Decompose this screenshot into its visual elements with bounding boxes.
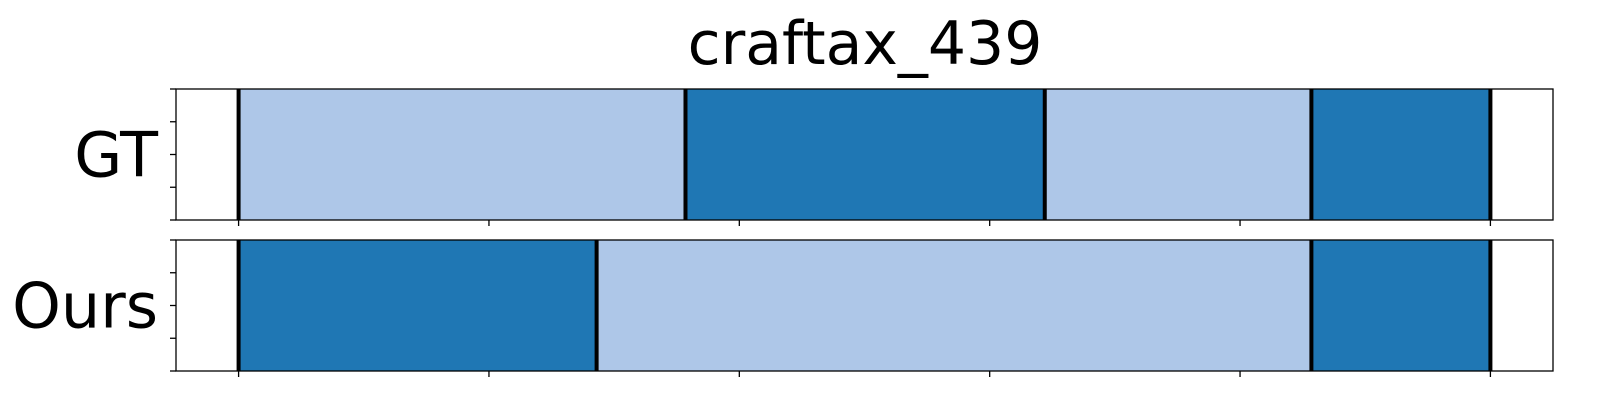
row-gt: GT [74, 88, 1554, 226]
segment-gt-4 [1311, 89, 1491, 220]
row-label-ours: Ours [12, 270, 158, 343]
chart-title: craftax_439 [688, 9, 1043, 79]
segment-gt-3 [1044, 89, 1312, 220]
rows-layer: GT Ours [12, 88, 1554, 377]
segment-gt-1 [238, 89, 686, 220]
segment-ours-1 [238, 240, 597, 371]
row-label-gt: GT [74, 119, 159, 192]
segment-gt-2 [685, 89, 1045, 220]
segment-ours-3 [1311, 240, 1491, 371]
segment-ours-2 [596, 240, 1312, 371]
row-ours: Ours [12, 239, 1554, 377]
